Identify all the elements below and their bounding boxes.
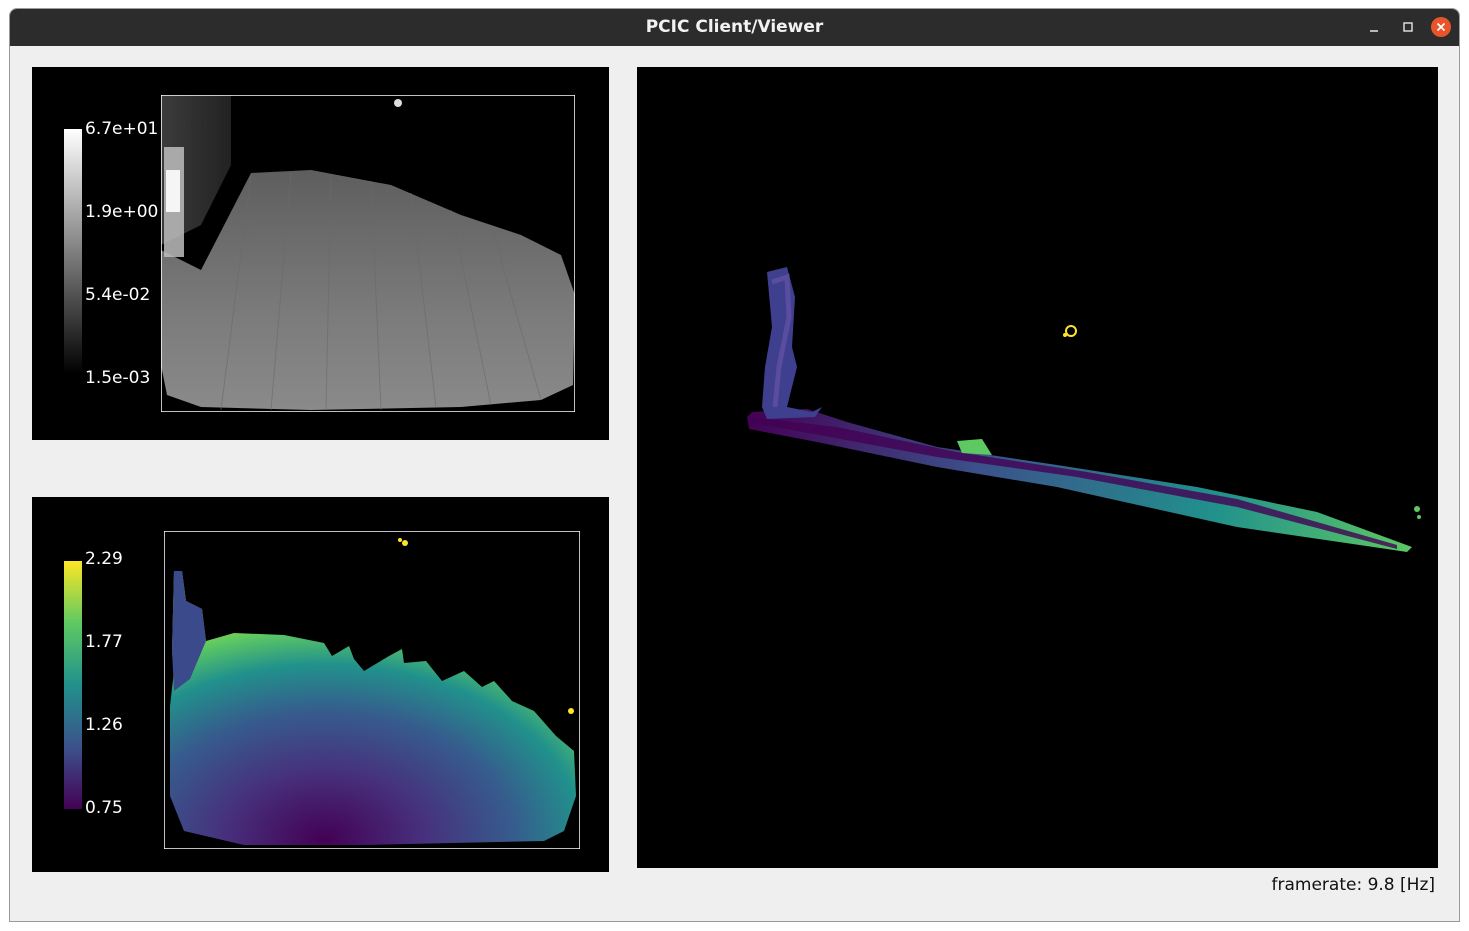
minimize-icon[interactable] [1364,17,1384,37]
distance-image-panel: 2.29 1.77 1.26 0.75 [32,497,609,872]
amplitude-image-panel: 6.7e+01 1.9e+00 5.4e-02 1.5e-03 [32,67,609,440]
distance-image[interactable] [164,531,580,849]
window-title: PCIC Client/Viewer [645,17,824,37]
amplitude-colorbar-tick: 1.9e+00 [85,202,159,222]
point-cloud-view[interactable] [637,67,1438,868]
amplitude-colorbar-tick: 6.7e+01 [85,119,159,139]
distance-colorbar [64,561,82,809]
distance-colorbar-tick: 1.77 [85,632,123,652]
distance-colorbar-tick: 0.75 [85,798,123,818]
title-bar[interactable]: PCIC Client/Viewer [10,9,1459,46]
distance-colorbar-tick: 1.26 [85,715,123,735]
point-cloud-panel [637,67,1438,868]
framerate-status: framerate: 9.8 [Hz] [1271,875,1435,895]
close-icon[interactable] [1431,17,1451,37]
distance-colorbar-tick: 2.29 [85,549,123,569]
amplitude-image[interactable] [161,95,575,412]
app-window: PCIC Client/Viewer 6.7e+01 1.9e+00 5.4e-… [9,8,1460,922]
amplitude-colorbar-tick: 5.4e-02 [85,285,151,305]
maximize-icon[interactable] [1398,17,1418,37]
amplitude-colorbar [64,129,82,374]
amplitude-colorbar-tick: 1.5e-03 [85,368,151,388]
